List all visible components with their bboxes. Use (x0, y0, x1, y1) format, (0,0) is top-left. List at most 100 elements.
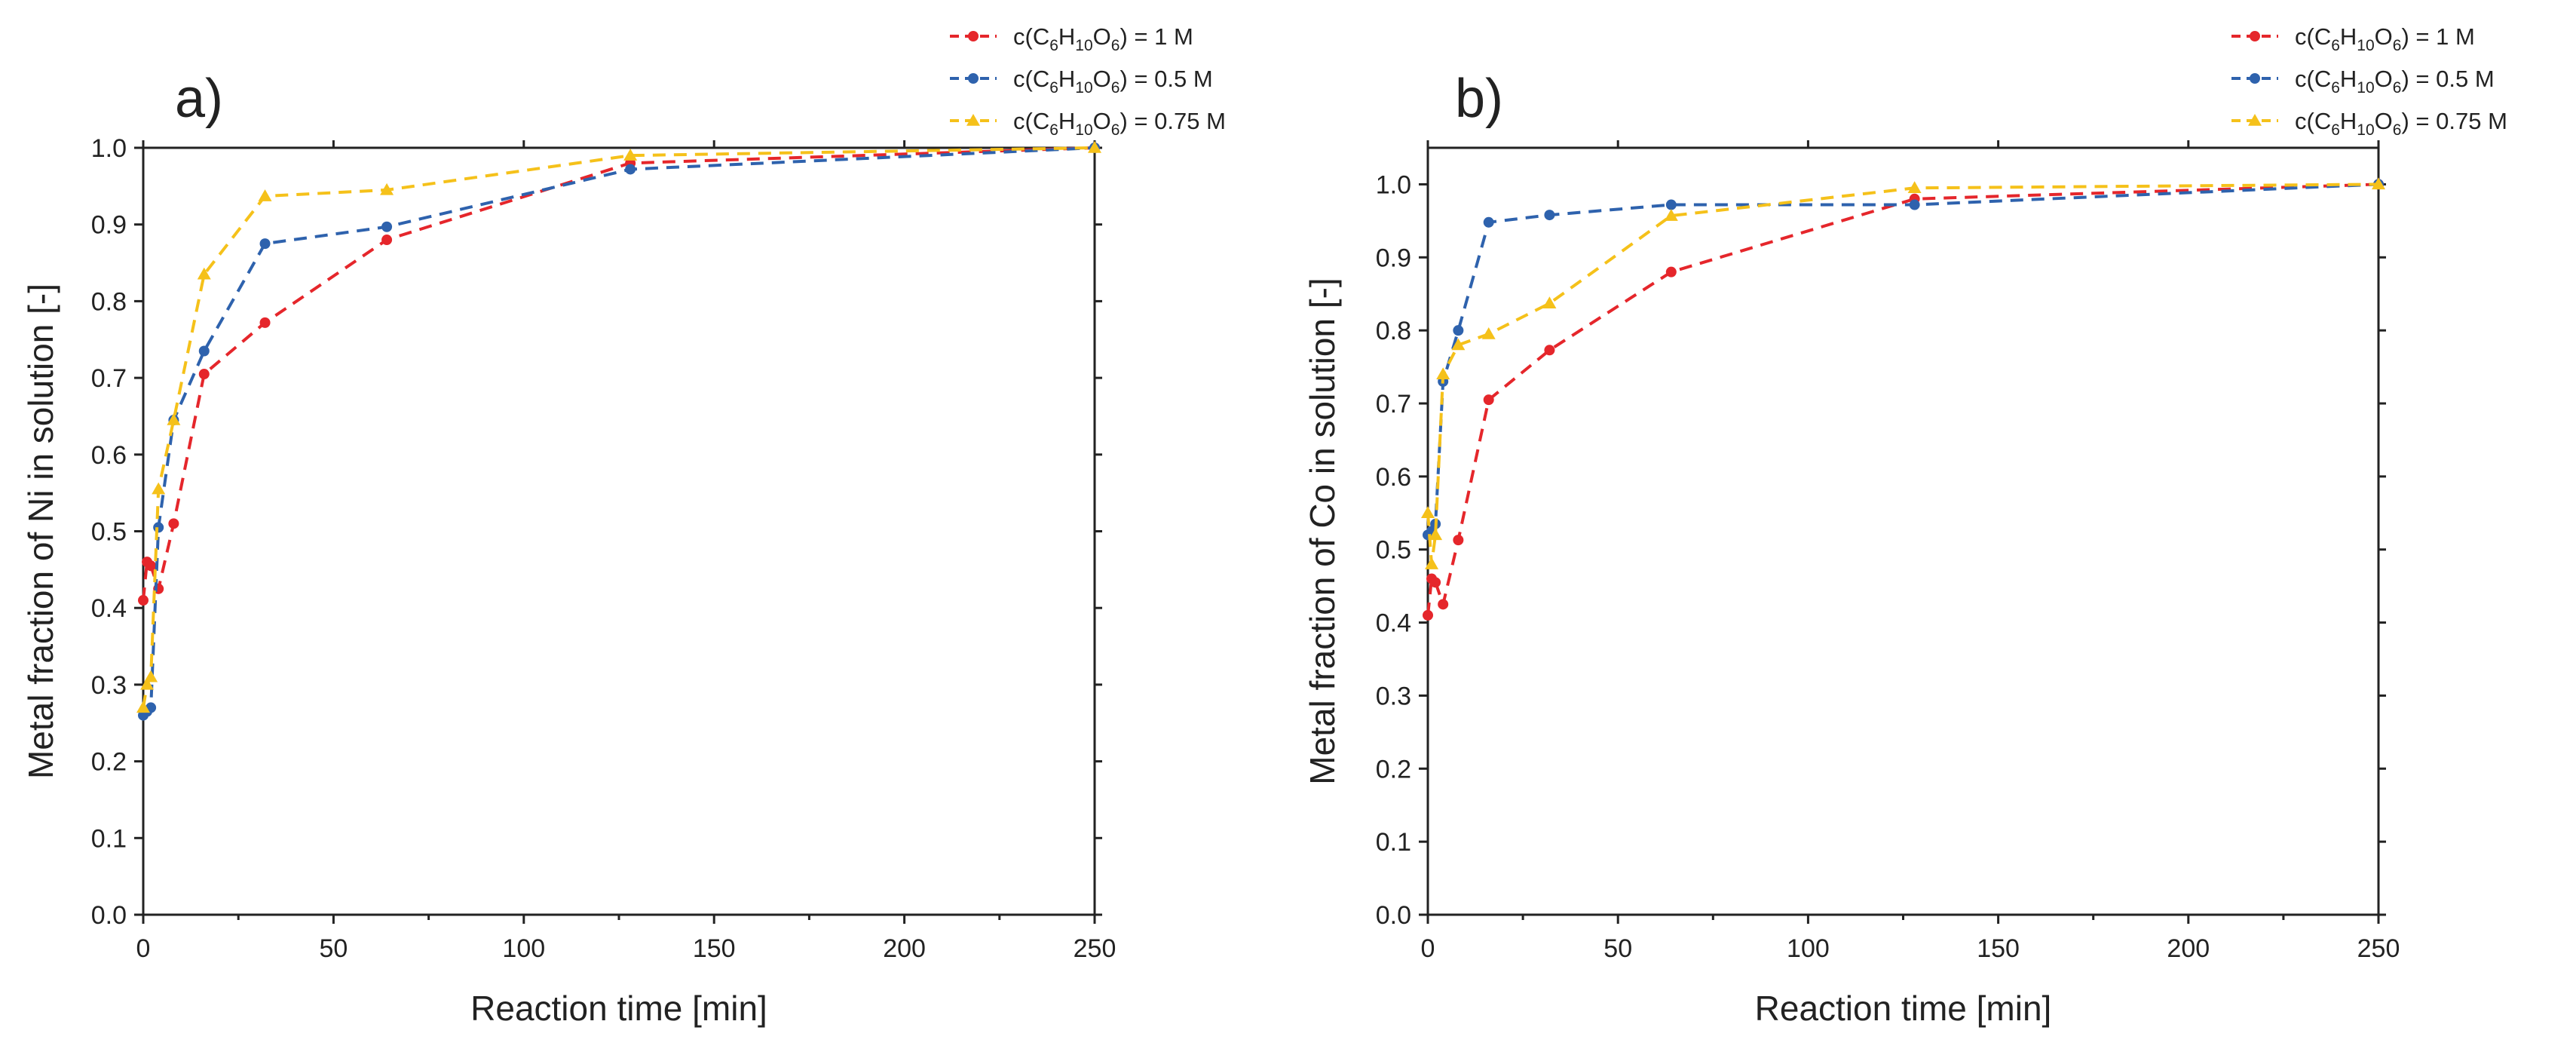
series-1 (138, 143, 1100, 606)
y-tick-label: 0.0 (1376, 901, 1411, 930)
x-tick-label: 250 (1074, 934, 1116, 963)
data-point (198, 345, 210, 357)
y-tick-label: 0.6 (1376, 463, 1411, 492)
data-point (259, 238, 271, 250)
y-tick-label: 1.0 (91, 134, 127, 163)
x-tick-label: 250 (2357, 934, 2400, 963)
x-axis-title: Reaction time [min] (1755, 989, 2052, 1028)
x-tick-label: 0 (136, 934, 151, 963)
y-tick-label: 0.4 (91, 594, 127, 623)
data-point (1483, 394, 1494, 406)
y-axis-title: Metal fraction of Co in solution [-] (1303, 278, 1342, 784)
legend-label: c(C6H10O6) = 0.5 M (2295, 66, 2495, 97)
y-tick-label: 0.2 (1376, 755, 1411, 784)
legend-label: c(C6H10O6) = 0.75 M (2295, 108, 2507, 139)
data-point (197, 267, 211, 280)
y-tick-label: 0.1 (91, 824, 127, 853)
x-tick-label: 100 (1787, 934, 1830, 963)
y-tick-label: 0.6 (91, 441, 127, 470)
plot-frame (1426, 146, 2380, 916)
y-tick-label: 0.3 (91, 671, 127, 700)
legend-marker (2250, 73, 2260, 84)
data-point (1664, 209, 1678, 221)
data-point (153, 522, 164, 533)
data-point (1436, 367, 1450, 380)
data-point (1481, 327, 1496, 339)
series-line (142, 146, 1095, 717)
series-line (1426, 182, 2379, 565)
series-3 (136, 141, 1101, 713)
data-point (1421, 506, 1435, 519)
data-point (1907, 181, 1922, 194)
legend-label: c(C6H10O6) = 0.75 M (1013, 108, 1226, 139)
data-point (167, 413, 181, 425)
data-point (1665, 199, 1677, 210)
legend-label: c(C6H10O6) = 1 M (1013, 23, 1193, 54)
legend-label: c(C6H10O6) = 1 M (2295, 23, 2475, 54)
data-point (168, 518, 179, 529)
legend-label: c(C6H10O6) = 0.5 M (1013, 66, 1213, 97)
data-point (625, 164, 636, 175)
y-tick-label: 0.3 (1376, 682, 1411, 710)
x-tick-label: 200 (2167, 934, 2210, 963)
x-tick-label: 50 (319, 934, 348, 963)
x-tick-label: 0 (1421, 934, 1435, 963)
panel-b: b) 0 50 100 150 200 250 0.0 0.1 0.2 0.3 0.4 0.5 0.6 0.… (1303, 23, 2507, 1028)
y-tick-label: 1.0 (1376, 170, 1411, 199)
data-point (1453, 535, 1464, 546)
y-tick-label: 0.4 (1376, 609, 1411, 638)
data-point (258, 189, 272, 201)
y-tick-label: 0.7 (1376, 390, 1411, 419)
panel-label: a) (175, 69, 223, 129)
data-point (1425, 557, 1439, 569)
data-point (259, 317, 271, 328)
x-tick-label: 200 (883, 934, 926, 963)
data-point (1088, 141, 1101, 153)
data-point (152, 482, 166, 495)
y-tick-label: 0.9 (91, 211, 127, 240)
series-3 (1421, 177, 2385, 569)
data-point (1909, 199, 1920, 210)
data-point (1542, 296, 1557, 309)
series-line (1426, 182, 2379, 536)
data-point (1453, 325, 1464, 336)
x-tick-label: 50 (1603, 934, 1632, 963)
data-point (1430, 577, 1441, 588)
y-tick-label: 0.9 (1376, 244, 1411, 272)
data-point (381, 235, 393, 246)
y-tick-label: 0.2 (91, 748, 127, 777)
legend: c(C6H10O6) = 1 M c(C6H10O6) = 0.5 M c(C6H1… (950, 23, 1226, 139)
y-tick-label: 0.0 (91, 901, 127, 930)
y-axis-title: Metal fraction of Ni in solution [-] (21, 284, 60, 779)
data-point (1429, 528, 1443, 541)
x-axis-title: Reaction time [min] (470, 989, 767, 1028)
legend-marker (2248, 114, 2262, 126)
data-point (1544, 345, 1555, 356)
panel-a: a) 0 50 100 150 200 250 0.0 0.1 0.2 0.3 0.4 0.5 0.6 0.… (21, 23, 1226, 1028)
y-tick-label: 0.8 (1376, 317, 1411, 345)
y-tick-label: 0.8 (91, 287, 127, 316)
data-point (1438, 599, 1449, 610)
y-tick-label: 0.7 (91, 364, 127, 393)
data-point (380, 182, 394, 195)
legend: c(C6H10O6) = 1 M c(C6H10O6) = 0.5 M c(C6H1… (2231, 23, 2507, 139)
series-2 (1423, 179, 2384, 541)
data-point (145, 560, 157, 572)
data-point (1483, 216, 1494, 228)
data-point (138, 595, 149, 606)
y-tick-label: 0.5 (1376, 536, 1411, 565)
x-tick-label: 150 (693, 934, 736, 963)
data-point (381, 221, 393, 232)
legend-marker (2250, 31, 2260, 41)
data-point (144, 670, 158, 682)
data-point (623, 149, 638, 161)
series-line (142, 146, 1095, 601)
plot-frame (142, 146, 1096, 916)
y-tick-label: 0.1 (1376, 828, 1411, 857)
legend-marker (968, 31, 979, 41)
data-point (1451, 338, 1466, 351)
data-point (2372, 177, 2385, 190)
series-1 (1423, 179, 2384, 621)
legend-marker (966, 114, 980, 126)
